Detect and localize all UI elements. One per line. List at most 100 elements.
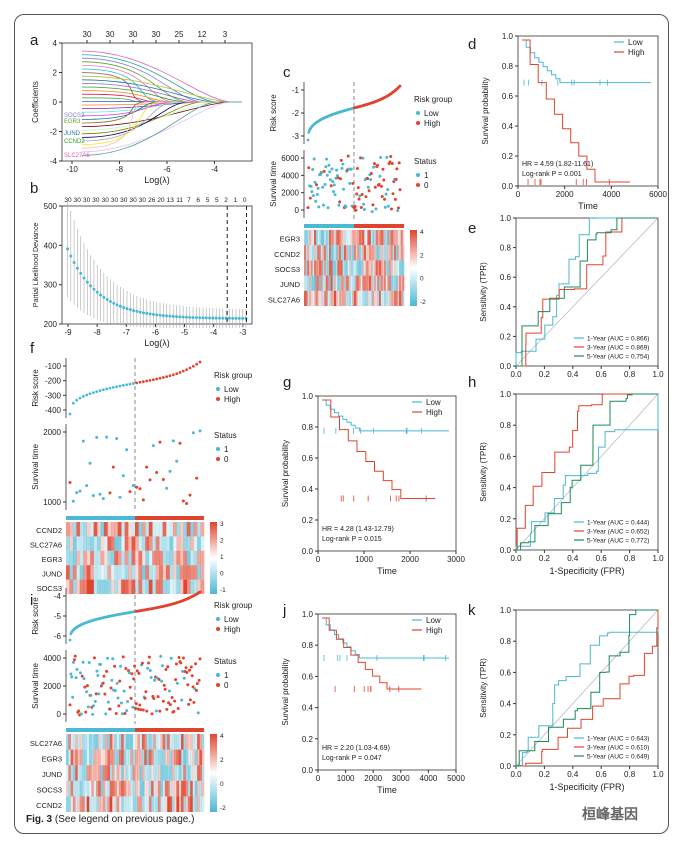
heat-cell — [334, 260, 336, 276]
panel-k-xtick-label: 1.0 — [652, 770, 664, 779]
panel-b-ytick-label: 400 — [44, 241, 58, 250]
roc-legend-label: 1-Year (AUC = 0.866) — [587, 336, 649, 343]
heat-cell — [93, 749, 97, 766]
survival-point — [394, 177, 398, 181]
heat-cell — [344, 260, 346, 276]
panel-k-ytick-label: 0.0 — [500, 762, 512, 771]
heat-cell — [130, 749, 133, 766]
heat-cell — [200, 550, 205, 566]
heat-cell — [355, 245, 358, 261]
heat-cell — [167, 749, 170, 766]
heat-cell — [344, 290, 346, 306]
heat-cell — [77, 765, 81, 781]
heat-cell — [176, 749, 179, 766]
heat-cell — [86, 765, 90, 781]
risk-point — [165, 375, 169, 379]
heat-cell — [68, 765, 71, 781]
heat-cell — [128, 536, 132, 551]
survival-point — [141, 498, 145, 502]
heat-cell — [402, 245, 405, 261]
heat-cell — [185, 749, 189, 766]
heat-cell — [200, 536, 205, 551]
panel-a-chart: -10 -8 -6 -4 4 2 0 -2 -4 30 30 30 30 25 12 3 Log(λ) Coeff… — [31, 30, 253, 185]
deviance-point — [115, 303, 119, 307]
heat-cell — [110, 550, 115, 566]
heat-cell — [320, 230, 323, 246]
heat-cell — [384, 230, 386, 246]
heat-cell — [141, 765, 145, 781]
heat-cell — [344, 275, 346, 291]
deviance-point — [148, 312, 152, 316]
panel-g-ytick-label: 0.0 — [302, 547, 314, 556]
panel-d-xtick-label: 4000 — [602, 190, 620, 199]
heat-cell — [176, 765, 179, 781]
heat-cell — [79, 522, 84, 537]
heat-cell — [97, 579, 101, 594]
heat-cell — [138, 565, 143, 580]
heat-cell — [144, 734, 147, 750]
survival-point — [344, 205, 348, 209]
heat-cell — [66, 734, 69, 750]
heat-cell — [91, 749, 94, 766]
heat-cell — [116, 796, 120, 812]
heat-cell — [354, 260, 356, 276]
panel-j-ytick-label: 1.0 — [302, 610, 314, 619]
heat-cell — [121, 550, 125, 566]
heat-cell — [164, 734, 168, 750]
heat-cell — [70, 796, 74, 812]
coef-path — [81, 101, 242, 153]
deviance-point — [184, 315, 188, 319]
heat-cell — [141, 734, 145, 750]
panel-e-frame — [515, 217, 659, 367]
panel-b-xtick-label: -8 — [94, 328, 102, 337]
gene-row-label: SOCS3 — [37, 584, 62, 593]
heat-cell — [362, 260, 365, 276]
i-risk-ylabel: Risk score — [31, 597, 40, 635]
survival-point — [386, 204, 390, 208]
heat-cell — [91, 765, 94, 781]
f-risk-ytick-label: -100 — [45, 362, 62, 371]
panel-k-ytick-label: 0.8 — [500, 637, 512, 646]
panel-e-ylabel: Sensitivity (TPR) — [479, 262, 488, 322]
heat-cell — [125, 749, 129, 766]
heat-cell — [201, 780, 205, 797]
heat-cell — [132, 749, 136, 766]
heat-cell — [155, 536, 160, 551]
heat-cell — [312, 290, 315, 306]
deviance-point — [66, 247, 70, 251]
survival-point — [105, 435, 109, 439]
heat-cell — [138, 522, 143, 537]
survival-point — [179, 661, 183, 665]
heat-cell — [118, 749, 122, 766]
heat-cell — [160, 765, 163, 781]
panel-g-ytick-label: 1.0 — [302, 392, 314, 401]
heat-cell — [76, 522, 81, 537]
survival-point — [136, 707, 140, 711]
heat-cell — [100, 780, 104, 797]
survival-point — [125, 709, 129, 713]
gene-row-label: SOCS3 — [275, 265, 300, 274]
survival-point — [91, 494, 95, 498]
deviance-point — [175, 315, 179, 319]
heat-cell — [79, 550, 84, 566]
heat-cell — [181, 796, 184, 812]
heat-cell — [130, 734, 133, 750]
heat-cell — [362, 245, 365, 261]
heat-cell — [159, 536, 163, 551]
heat-cell — [397, 290, 400, 306]
roc-legend-label: 3-Year (AUC = 0.610) — [587, 745, 649, 752]
heat-cell — [100, 796, 104, 812]
heat-cell — [337, 230, 340, 246]
panel-a-toptick-label: 30 — [152, 30, 161, 39]
heat-cell — [95, 765, 99, 781]
heat-cell — [171, 765, 175, 781]
heat-cell — [116, 780, 120, 797]
heat-cell — [357, 275, 360, 291]
heat-cell — [121, 536, 125, 551]
f-heat-tick-label: 2 — [220, 538, 224, 545]
heat-cell — [320, 275, 323, 291]
panel-j-xlabel: Time — [377, 785, 397, 795]
heat-cell — [93, 550, 98, 566]
heat-cell — [172, 565, 177, 580]
heat-cell — [100, 536, 105, 551]
